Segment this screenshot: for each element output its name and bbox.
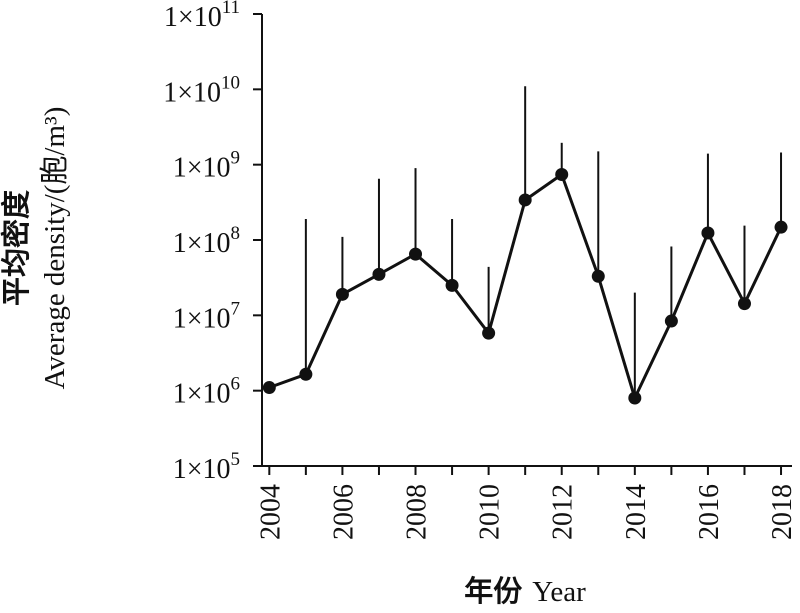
x-ticks: 2004 2006 2008 2010 2012 2014 2016 2018 (255, 466, 798, 540)
data-point (518, 193, 532, 207)
markers (262, 168, 788, 405)
y-tick-label: 1×106 (173, 374, 240, 410)
data-point (409, 247, 423, 261)
y-tick-label: 1×107 (173, 298, 240, 334)
x-tick-label: 2008 (402, 484, 433, 540)
data-point (774, 220, 788, 234)
data-point (628, 391, 642, 405)
x-axis-title-cn: 年份 (464, 574, 522, 608)
y-axis-title-cn: 平均密度 (0, 190, 33, 306)
data-point (482, 326, 496, 340)
data-point (591, 269, 605, 283)
x-tick-label: 2006 (328, 484, 359, 540)
data-point (664, 314, 678, 328)
data-point (737, 297, 751, 311)
y-tick-label: 1×109 (173, 148, 240, 184)
x-axis-title-en: Year (532, 576, 586, 608)
data-point (701, 226, 715, 240)
series-line (268, 173, 783, 400)
data-point (372, 267, 386, 281)
x-tick-label: 2018 (767, 484, 798, 540)
x-tick-label: 2010 (475, 484, 506, 540)
data-point (299, 367, 313, 381)
y-tick-label: 1×1010 (163, 72, 240, 108)
y-tick-label: 1×1011 (164, 0, 240, 33)
data-point (445, 278, 459, 292)
x-tick-label: 2004 (255, 484, 286, 540)
error-bars (304, 86, 783, 398)
x-tick-label: 2016 (694, 484, 725, 540)
y-tick-label: 1×105 (173, 449, 240, 485)
y-axis-title-en: Average density/(胞/m³) (38, 107, 71, 390)
y-axis-title: 平均密度 Average density/(胞/m³) (0, 107, 71, 390)
data-point (335, 287, 349, 301)
data-point (555, 168, 569, 182)
data-point (262, 381, 276, 395)
x-tick-label: 2014 (621, 484, 652, 540)
x-axis-title: 年份 Year (464, 574, 586, 608)
y-ticks: 1×105 1×106 1×107 1×108 1×109 1×1010 1×1011 (163, 0, 262, 485)
y-tick-label: 1×108 (173, 223, 240, 259)
x-tick-label: 2012 (548, 484, 579, 540)
